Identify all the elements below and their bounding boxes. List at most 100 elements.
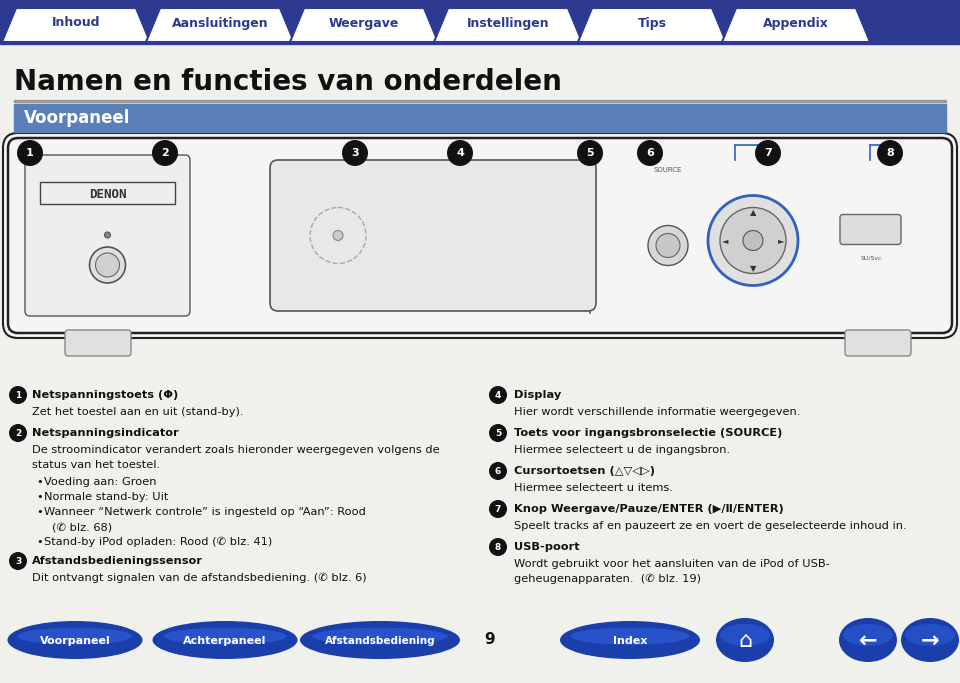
Text: Voeding aan: Groen: Voeding aan: Groen <box>44 477 156 487</box>
Text: Toets voor ingangsbronselectie (SOURCE): Toets voor ingangsbronselectie (SOURCE) <box>514 428 782 438</box>
Text: Achterpaneel: Achterpaneel <box>183 636 267 646</box>
Circle shape <box>637 140 663 166</box>
Text: •: • <box>36 492 43 502</box>
Ellipse shape <box>153 621 298 659</box>
Bar <box>14 100 946 102</box>
Polygon shape <box>434 8 582 42</box>
Circle shape <box>152 140 178 166</box>
Text: 6: 6 <box>646 148 654 158</box>
Text: Normale stand-by: Uit: Normale stand-by: Uit <box>44 492 168 502</box>
Circle shape <box>17 140 43 166</box>
Text: 5: 5 <box>587 148 594 158</box>
Text: Index: Index <box>612 636 647 646</box>
Text: SU/Svc: SU/Svc <box>860 255 882 260</box>
Bar <box>14 104 946 132</box>
Text: Instellingen: Instellingen <box>467 16 549 29</box>
Bar <box>40 182 175 204</box>
FancyBboxPatch shape <box>840 214 901 245</box>
Circle shape <box>743 230 763 251</box>
FancyBboxPatch shape <box>270 160 596 311</box>
Circle shape <box>708 195 798 285</box>
Text: Display: Display <box>514 390 562 400</box>
Ellipse shape <box>843 624 893 646</box>
Ellipse shape <box>901 618 959 662</box>
Text: 5: 5 <box>494 428 501 438</box>
Text: ⌂: ⌂ <box>738 631 752 651</box>
Text: Inhoud: Inhoud <box>52 16 100 29</box>
Text: 6: 6 <box>494 466 501 475</box>
Text: 2: 2 <box>14 428 21 438</box>
Polygon shape <box>290 8 438 42</box>
Ellipse shape <box>560 621 700 659</box>
Text: 3: 3 <box>351 148 359 158</box>
Text: Weergave: Weergave <box>329 16 399 29</box>
Text: ►: ► <box>778 236 784 245</box>
Text: ▼: ▼ <box>750 264 756 273</box>
Text: 9: 9 <box>485 632 495 647</box>
Polygon shape <box>2 8 150 42</box>
Text: Appendix: Appendix <box>763 16 828 29</box>
Text: •: • <box>36 507 43 517</box>
Text: ▲: ▲ <box>750 208 756 217</box>
Ellipse shape <box>17 628 132 645</box>
Polygon shape <box>578 8 726 42</box>
Text: •: • <box>36 537 43 547</box>
Circle shape <box>105 232 110 238</box>
Circle shape <box>489 500 507 518</box>
Text: 7: 7 <box>494 505 501 514</box>
Text: ◄: ◄ <box>722 236 729 245</box>
Bar <box>0 39 960 44</box>
Text: Cursortoetsen (△▽◁▷): Cursortoetsen (△▽◁▷) <box>514 466 655 476</box>
Circle shape <box>89 247 126 283</box>
Text: Netspanningstoets (Φ): Netspanningstoets (Φ) <box>32 390 179 400</box>
Text: Hier wordt verschillende informatie weergegeven.: Hier wordt verschillende informatie weer… <box>514 407 801 417</box>
Text: •: • <box>36 477 43 487</box>
Circle shape <box>648 225 688 266</box>
Text: 4: 4 <box>494 391 501 400</box>
Text: (✆ blz. 68): (✆ blz. 68) <box>52 522 112 532</box>
Text: Afstandsbediening: Afstandsbediening <box>324 636 435 646</box>
FancyBboxPatch shape <box>845 330 911 356</box>
Bar <box>0 0 960 42</box>
Circle shape <box>9 552 27 570</box>
Polygon shape <box>146 8 294 42</box>
Text: Stand-by iPod opladen: Rood (✆ blz. 41): Stand-by iPod opladen: Rood (✆ blz. 41) <box>44 537 273 547</box>
Ellipse shape <box>570 628 689 645</box>
Text: Namen en functies van onderdelen: Namen en functies van onderdelen <box>14 68 562 96</box>
Ellipse shape <box>839 618 897 662</box>
Text: Zet het toestel aan en uit (stand-by).: Zet het toestel aan en uit (stand-by). <box>32 407 244 417</box>
Polygon shape <box>722 8 870 42</box>
Circle shape <box>720 208 786 273</box>
Circle shape <box>333 230 343 240</box>
Circle shape <box>489 538 507 556</box>
Text: Wanneer “Netwerk controle” is ingesteld op “Aan”: Rood: Wanneer “Netwerk controle” is ingesteld … <box>44 507 366 517</box>
Text: Aansluitingen: Aansluitingen <box>172 16 268 29</box>
FancyBboxPatch shape <box>25 155 190 316</box>
Text: Tips: Tips <box>637 16 666 29</box>
Ellipse shape <box>716 618 774 662</box>
Text: →: → <box>921 631 939 651</box>
Text: Wordt gebruikt voor het aansluiten van de iPod of USB-: Wordt gebruikt voor het aansluiten van d… <box>514 559 829 569</box>
Circle shape <box>489 386 507 404</box>
Circle shape <box>489 462 507 480</box>
Text: SOURCE: SOURCE <box>654 167 683 173</box>
Text: 8: 8 <box>886 148 894 158</box>
Text: status van het toestel.: status van het toestel. <box>32 460 160 470</box>
Text: 3: 3 <box>14 557 21 566</box>
Circle shape <box>877 140 903 166</box>
Text: 1: 1 <box>14 391 21 400</box>
Circle shape <box>656 234 680 257</box>
Ellipse shape <box>163 628 287 645</box>
Circle shape <box>95 253 119 277</box>
Text: Voorpaneel: Voorpaneel <box>24 109 131 127</box>
Text: Hiermee selecteert u de ingangsbron.: Hiermee selecteert u de ingangsbron. <box>514 445 731 455</box>
Text: Hiermee selecteert u items.: Hiermee selecteert u items. <box>514 483 673 493</box>
Ellipse shape <box>720 624 770 646</box>
Text: USB-poort: USB-poort <box>514 542 580 552</box>
FancyBboxPatch shape <box>65 330 131 356</box>
Text: 8: 8 <box>494 542 501 551</box>
Text: Netspanningsindicator: Netspanningsindicator <box>32 428 179 438</box>
Circle shape <box>9 424 27 442</box>
Text: ←: ← <box>858 631 877 651</box>
Circle shape <box>577 140 603 166</box>
